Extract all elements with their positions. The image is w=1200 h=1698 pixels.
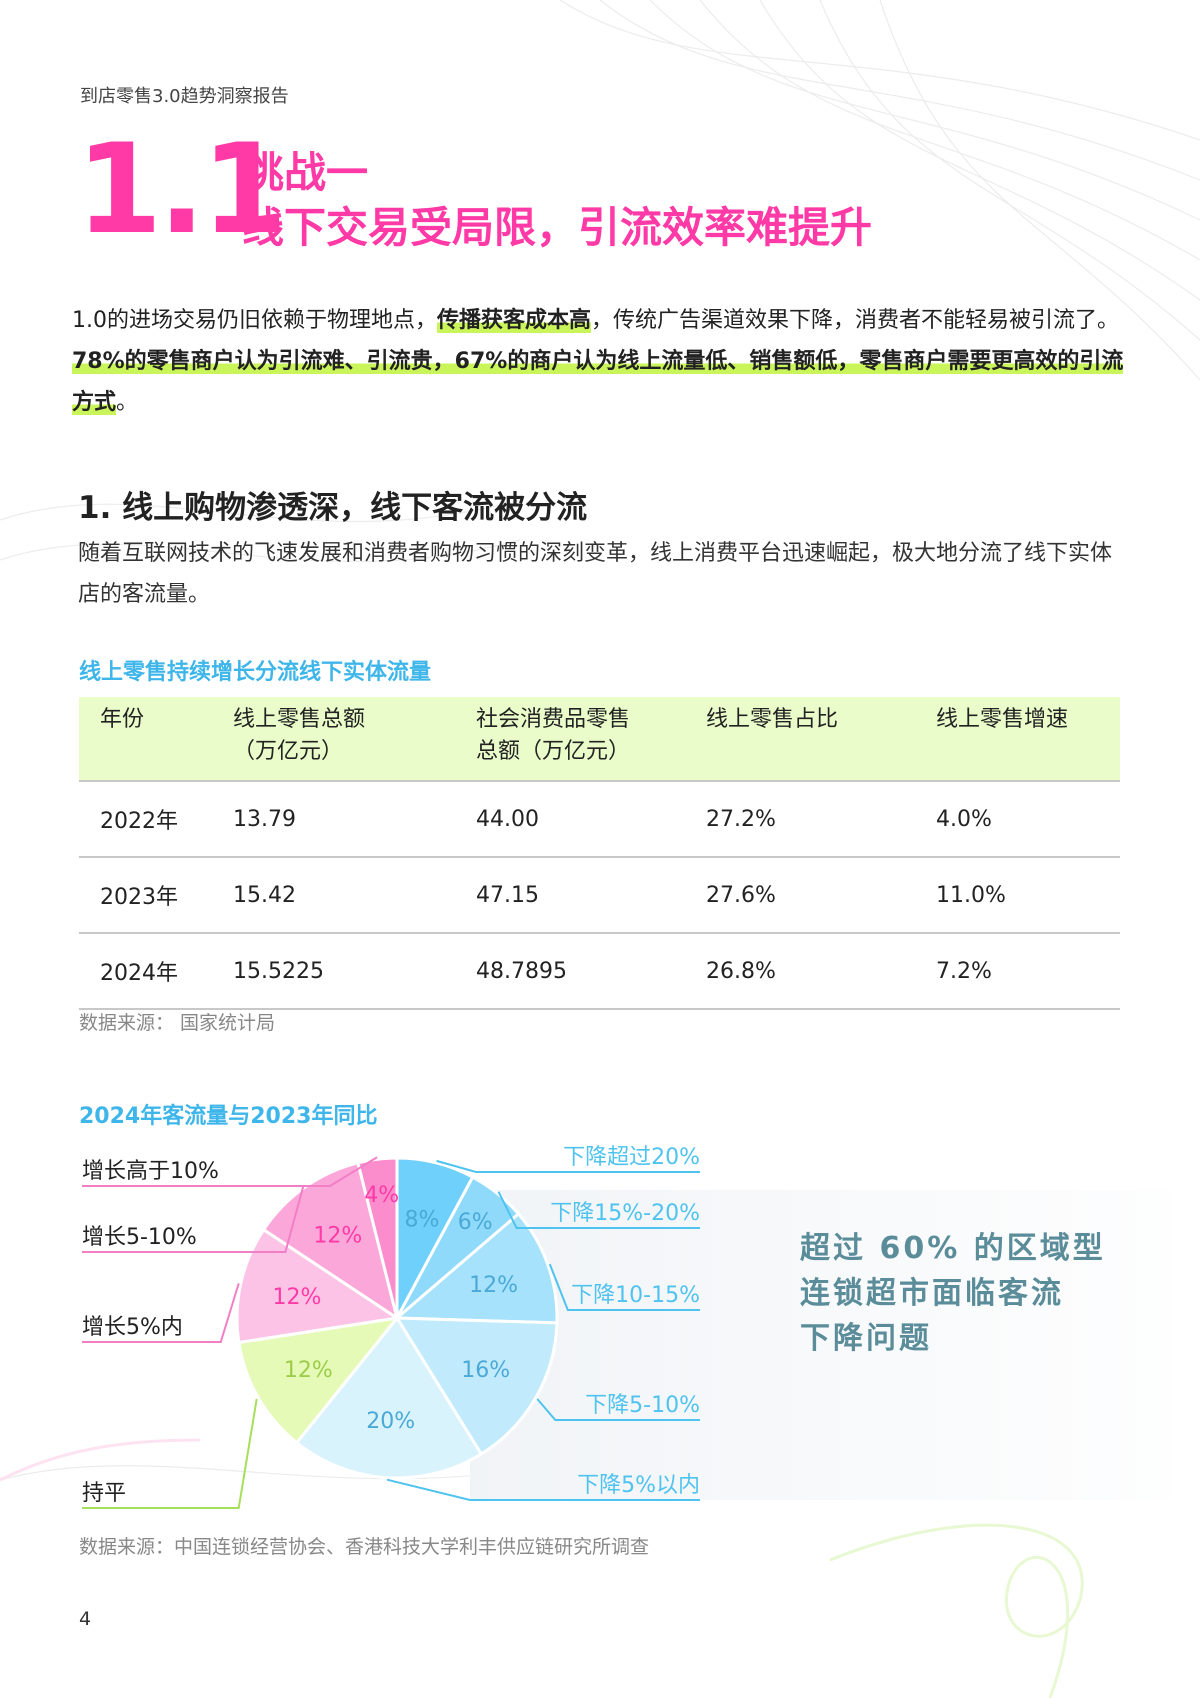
pie-value-label: 20%: [366, 1409, 415, 1434]
pie-leader-line: [82, 1283, 240, 1343]
pie-leader-line: [436, 1159, 700, 1173]
table-header-cell: 年份: [79, 697, 212, 782]
table-header-cell: 线上零售总额 （万亿元）: [212, 697, 455, 782]
table-cell: 27.6%: [685, 857, 915, 934]
pie-value-label: 4%: [364, 1183, 399, 1208]
pie-category-label: 持平: [82, 1481, 126, 1506]
pie-leader-line: [497, 1191, 700, 1229]
pie-category-label: 下降5-10%: [585, 1393, 700, 1418]
table-header-cell: 线上零售增速: [915, 697, 1120, 782]
table-cell: 15.42: [212, 857, 455, 934]
pie-leader-line: [82, 1398, 258, 1509]
table-cell: 48.7895: [455, 933, 685, 1010]
table-cell: 26.8%: [685, 933, 915, 1010]
pie-slice: [294, 1315, 484, 1480]
report-header: 到店零售3.0趋势洞察报告: [80, 86, 289, 107]
pie-slice: [393, 1211, 559, 1325]
intro-highlight-2: 78%的零售商户认为引流难、引流贵，67%的商户认为线上流量低、销售额低，零售商…: [72, 349, 1124, 415]
table-cell: 27.2%: [685, 781, 915, 858]
table-header-row: 年份 线上零售总额 （万亿元） 社会消费品零售 总额（万亿元） 线上零售占比 线…: [79, 697, 1120, 782]
pie-category-label: 下降10-15%: [571, 1283, 700, 1308]
table-header-cell: 线上零售占比: [685, 697, 915, 782]
table-row: 2023年 15.42 47.15 27.6% 11.0%: [79, 857, 1120, 934]
pie-category-label: 增长高于10%: [82, 1159, 219, 1184]
section-number: 1.1: [76, 118, 288, 262]
table-header-cell: 社会消费品零售 总额（万亿元）: [455, 697, 685, 782]
pie-leader-line: [536, 1398, 700, 1421]
pie-value-label: 8%: [405, 1208, 440, 1233]
table-cell: 15.5225: [212, 933, 455, 1010]
pie-slice: [261, 1161, 400, 1322]
pie-slice: [235, 1227, 402, 1345]
table-source: 数据来源： 国家统计局: [79, 1012, 276, 1034]
table-cell: 13.79: [212, 781, 455, 858]
pie-value-label: 12%: [284, 1358, 333, 1383]
pie-leader-line: [82, 1156, 378, 1187]
pie-slice: [394, 1316, 559, 1457]
pie-leader-line: [82, 1185, 305, 1253]
pie-callout: 超过 60% 的区域型 连锁超市面临客流 下降问题: [800, 1226, 1106, 1361]
pie-chart-title: 2024年客流量与2023年同比: [79, 1104, 378, 1129]
pie-source: 数据来源：中国连锁经营协会、香港科技大学利丰供应链研究所调查: [79, 1536, 650, 1558]
table-cell: 2024年: [79, 933, 212, 1010]
callout-line: 下降问题: [800, 1321, 932, 1356]
pie-value-label: 12%: [469, 1273, 518, 1298]
data-table: 年份 线上零售总额 （万亿元） 社会消费品零售 总额（万亿元） 线上零售占比 线…: [79, 697, 1120, 1010]
intro-text-1: 1.0的进场交易仍旧依赖于物理地点，: [72, 308, 437, 333]
intro-text-3: 。: [116, 390, 139, 415]
table-cell: 2023年: [79, 857, 212, 934]
table-cell: 44.00: [455, 781, 685, 858]
pie-chart: 8% 6%12%16%20%12%12%12%4% 下降超过20%下降15%-20…: [82, 1145, 1170, 1509]
table-cell: 7.2%: [915, 933, 1120, 1010]
pie-slice: [237, 1315, 401, 1445]
pie-category-label: 增长5-10%: [82, 1225, 197, 1250]
pie-value-label: 16%: [461, 1358, 510, 1383]
section-title-line1: 挑战一: [242, 148, 369, 197]
callout-line: 连锁超市面临客流: [800, 1276, 1064, 1311]
page-number: 4: [79, 1608, 92, 1630]
table-cell: 4.0%: [915, 781, 1120, 858]
pie-category-label: 下降5%以内: [577, 1473, 700, 1498]
callout-panel: [470, 1190, 1170, 1500]
intro-paragraph: 1.0的进场交易仍旧依赖于物理地点，传播获客成本高，传统广告渠道效果下降，消费者…: [72, 300, 1132, 423]
pie-value-label: 6%: [458, 1210, 493, 1235]
pie-slice: [356, 1156, 399, 1319]
callout-line: 超过 60% 的区域型: [800, 1231, 1106, 1266]
section-title-line2: 线下交易受局限，引流效率难提升: [242, 203, 873, 252]
table-title: 线上零售持续增长分流线下实体流量: [79, 660, 432, 685]
pie-value-label: 12%: [313, 1223, 362, 1248]
table-cell: 2022年: [79, 781, 212, 858]
subsection-title: 1. 线上购物渗透深，线下客流被分流: [78, 490, 588, 526]
table-row: 2022年 13.79 44.00 27.2% 4.0%: [79, 781, 1120, 858]
pie-leader-line: [548, 1263, 700, 1311]
subsection-body: 随着互联网技术的飞速发展和消费者购物习惯的深刻变革，线上消费平台迅速崛起，极大地…: [78, 541, 1113, 607]
table-cell: 47.15: [455, 857, 685, 934]
pie-category-label: 下降15%-20%: [550, 1201, 700, 1226]
table-cell: 11.0%: [915, 857, 1120, 934]
pie-value-label: 12%: [273, 1285, 322, 1310]
pie-leader-line: [386, 1478, 700, 1501]
intro-highlight-1: 传播获客成本高: [437, 308, 592, 333]
pie-category-label: 下降超过20%: [563, 1145, 700, 1170]
table-row: 2024年 15.5225 48.7895 26.8% 7.2%: [79, 933, 1120, 1010]
pie-category-label: 增长5%内: [82, 1315, 183, 1340]
intro-text-2: ，传统广告渠道效果下降，消费者不能轻易被引流了。: [591, 308, 1120, 333]
